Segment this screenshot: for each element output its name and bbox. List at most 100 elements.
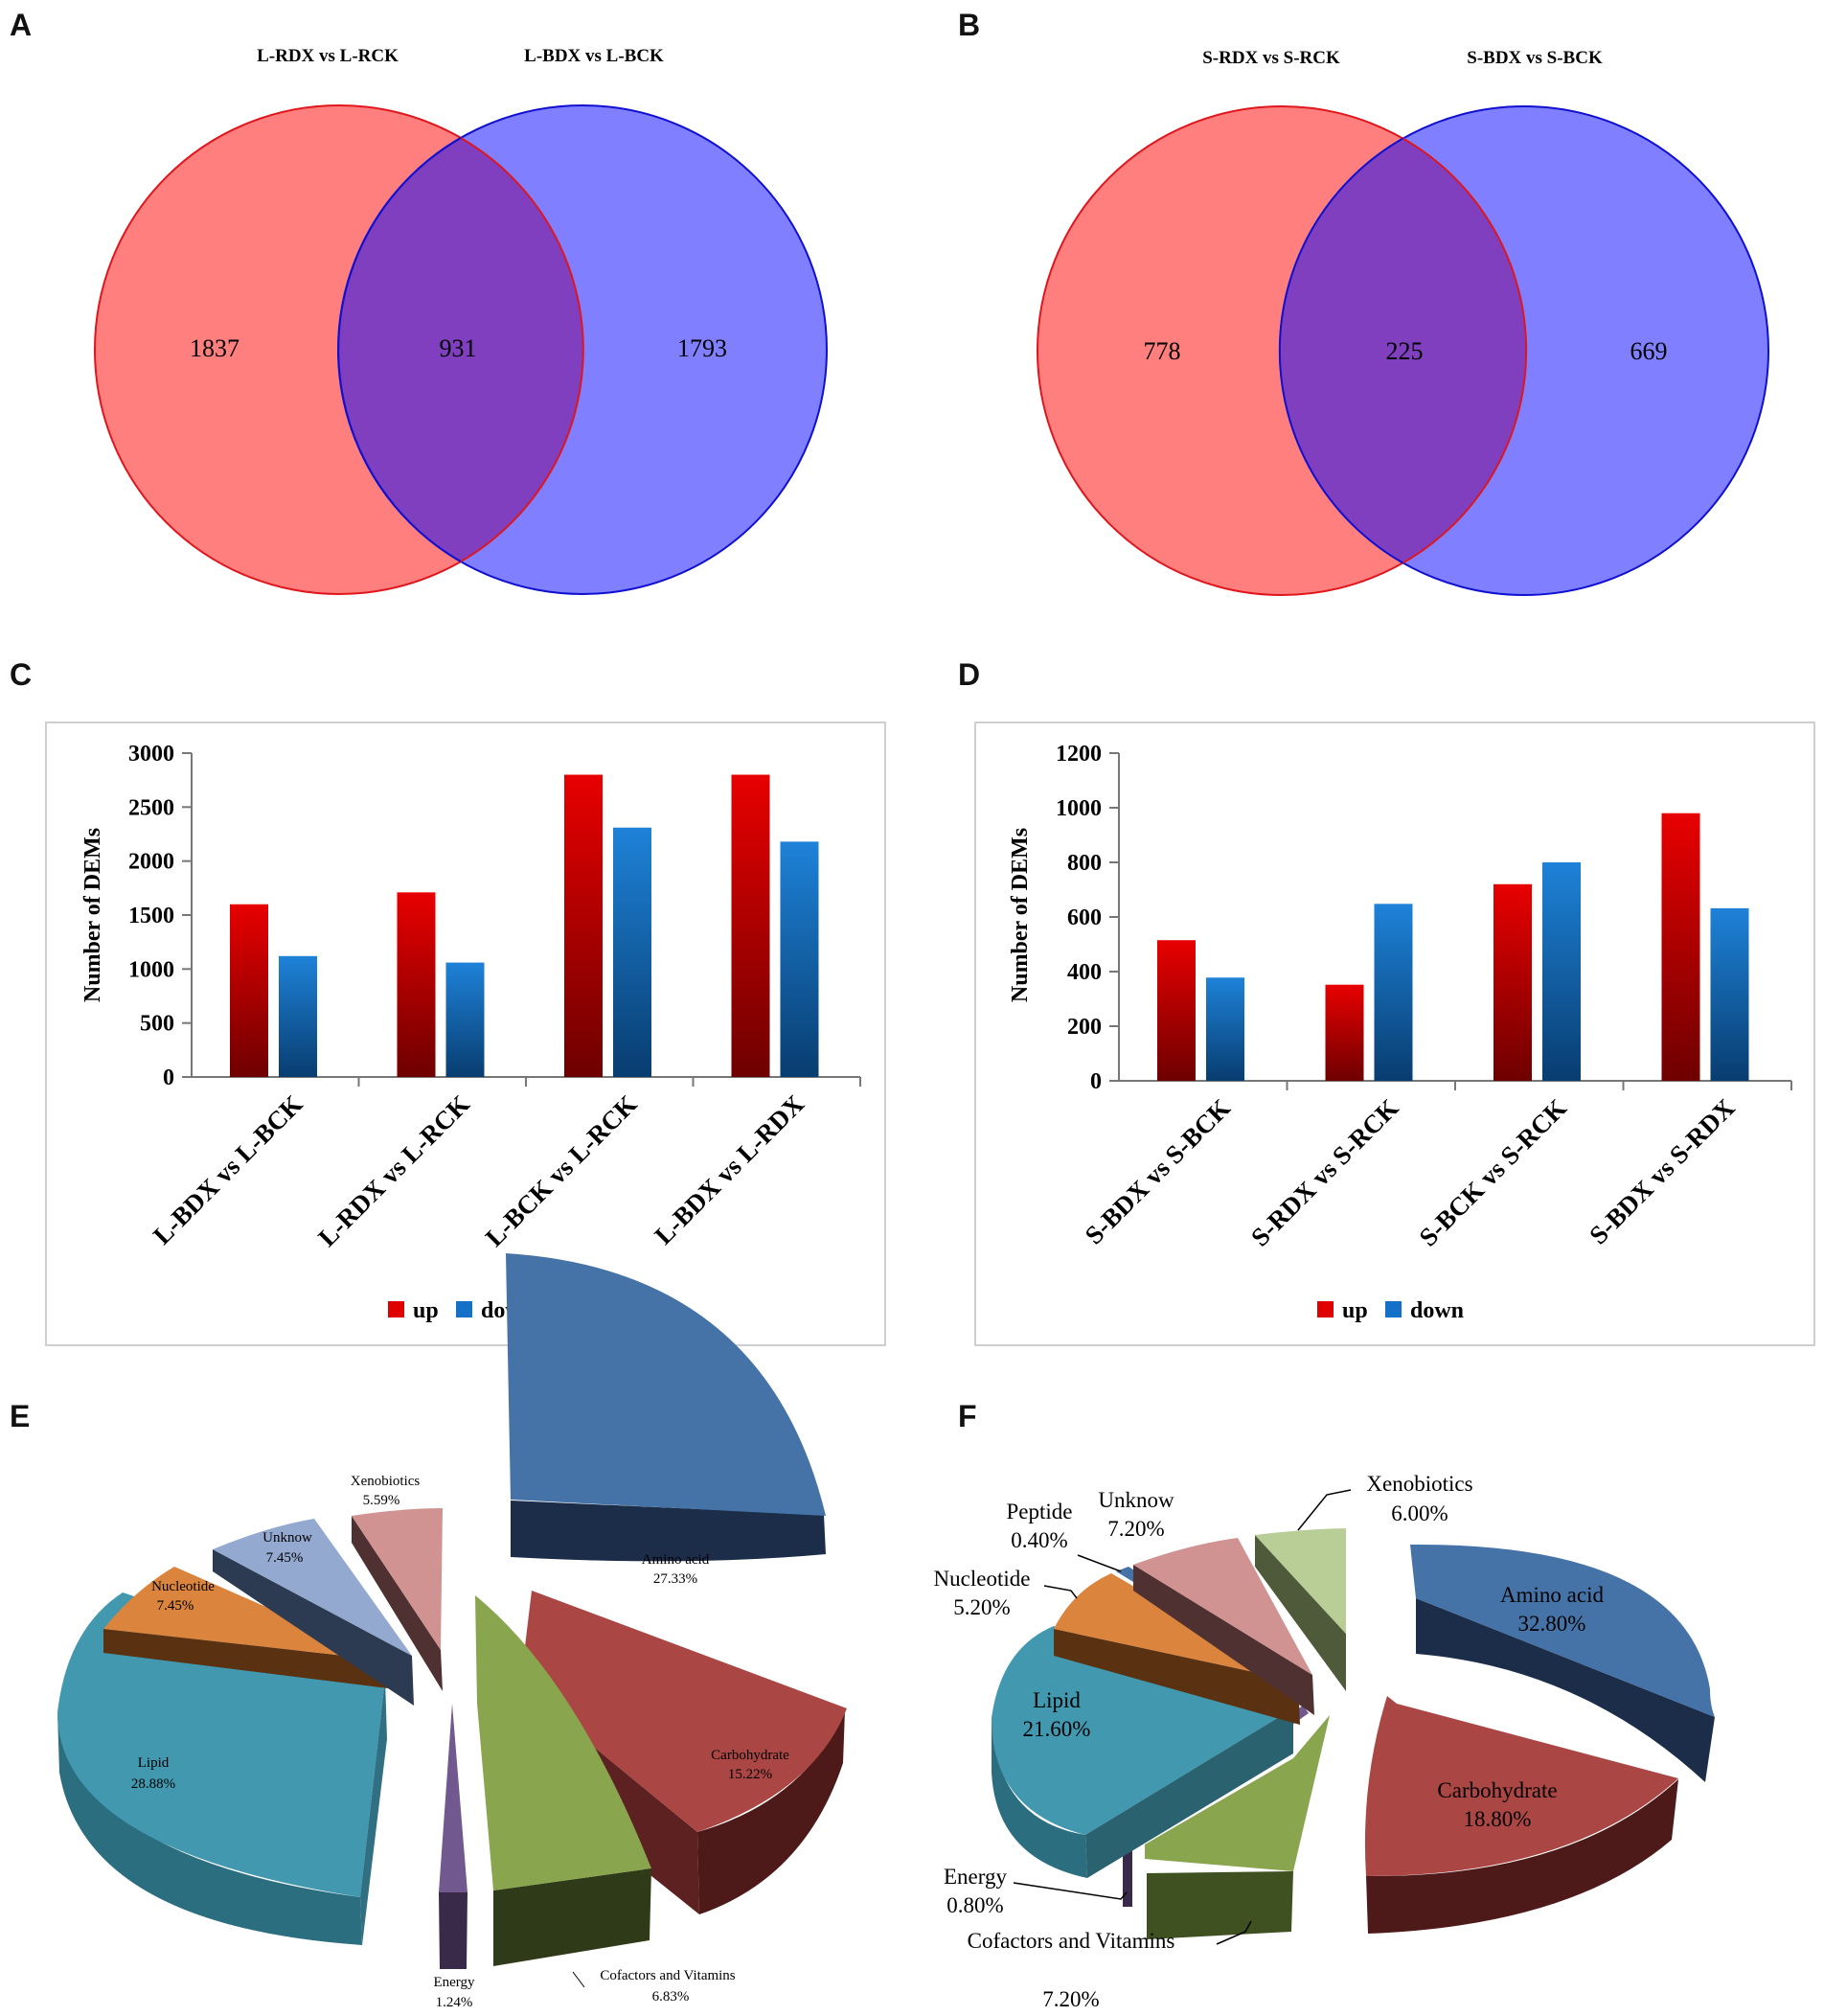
bar-chart-c-ylabel: Number of DEMs <box>80 828 105 1002</box>
bar-chart-c-ytick-label: 2500 <box>128 795 174 820</box>
pie-e-slice-unknow-side <box>213 1549 414 1706</box>
bar-chart-d-ytick-label: 200 <box>1067 1015 1102 1040</box>
pie-f-slice-xenobiotics-side <box>1255 1535 1346 1691</box>
pie-f-slice-nucleotide-side <box>1054 1629 1300 1725</box>
pie-e-value-carbohydrate: 15.22% <box>728 1767 772 1782</box>
pie-e-slice-nucleotide-side <box>103 1629 388 1688</box>
bar-chart-c-bar-up <box>397 892 436 1077</box>
panel-letter-d: D <box>958 657 981 692</box>
bar-chart-c-ytick-label: 3000 <box>128 742 174 767</box>
pie-e-value-cofactors: 6.83% <box>652 1989 690 2005</box>
venn-b-overlap-edge-red <box>1402 137 1528 564</box>
pie-e-value-lipid: 28.88% <box>131 1776 175 1792</box>
panel-letter-c: C <box>10 657 33 692</box>
bar-chart-c-bar-down <box>279 955 317 1077</box>
bar-chart-d-legend-down-swatch <box>1385 1301 1402 1317</box>
bar-chart-d-ytick-label: 600 <box>1067 905 1102 930</box>
bar-chart-c-ytick-label: 1000 <box>128 957 174 982</box>
pie-chart-e: Amino acid 27.33% Carbohydrate 15.22% Co… <box>57 1253 847 2010</box>
pie-f-leader-cofactors <box>1216 1920 1252 1945</box>
pie-e-slice-carbohydrate-side <box>697 1710 845 1914</box>
bar-chart-c-bar-up <box>564 774 603 1077</box>
pie-e-slice-energy <box>439 1704 467 1892</box>
pie-e-label-nucleotide: Nucleotide <box>151 1579 215 1594</box>
bar-chart-d-ytick-label: 1200 <box>1056 742 1102 767</box>
bar-chart-c-bar-up <box>731 774 770 1077</box>
bar-chart-d-legend: up down <box>1317 1298 1464 1323</box>
venn-b-overlap <box>1279 138 1527 563</box>
pie-f-value-energy: 0.80% <box>946 1893 1003 1917</box>
bar-chart-d-ytick-label: 1000 <box>1056 796 1102 821</box>
venn-a-overlap <box>338 138 583 561</box>
panel-letter-b: B <box>958 8 981 42</box>
pie-e-slice-lipid-side-inner <box>360 1679 387 1945</box>
venn-a-set-left-label: L-RDX vs L-RCK <box>257 46 399 66</box>
bar-chart-c-bar-down <box>613 827 651 1077</box>
bar-chart-c-bar-up <box>230 904 268 1077</box>
pie-f-label-unknow: Unknow <box>1098 1488 1174 1512</box>
pie-f-leader-nucleotide <box>1043 1585 1078 1599</box>
bar-chart-d-bar-down <box>1374 904 1413 1081</box>
bar-chart-d-legend-down-label: down <box>1410 1298 1464 1323</box>
venn-a-right-only-value: 1793 <box>677 334 727 362</box>
pie-e-slice-lipid-side <box>57 1712 362 1945</box>
pie-e-value-amino-acid: 27.33% <box>653 1571 697 1587</box>
pie-f-label-lipid: Lipid <box>1033 1688 1081 1712</box>
pie-e-value-nucleotide: 7.45% <box>157 1598 194 1614</box>
pie-f-label-cofactors: Cofactors and Vitamins <box>968 1929 1175 1953</box>
pie-e-slice-cofactors <box>475 1595 651 1890</box>
bar-chart-d-bar-up <box>1661 813 1700 1081</box>
pie-f-slice-carbohydrate <box>1364 1696 1678 1876</box>
venn-b-overlap-edge-blue <box>1278 137 1403 564</box>
bar-chart-d-bar-down <box>1710 907 1749 1081</box>
bar-chart-d: Number of DEMs 020040060080010001200S-BD… <box>974 722 1815 1346</box>
pie-e-slice-amino-acid <box>506 1253 826 1516</box>
pie-f-value-cofactors: 7.20% <box>1042 1987 1099 2011</box>
bar-chart-d-ytick-label: 400 <box>1067 960 1102 985</box>
pie-f-slice-amino-acid-side <box>1416 1598 1715 1782</box>
venn-a-overlap-edge-blue <box>337 137 462 562</box>
venn-a-left-only-value: 1837 <box>190 334 239 362</box>
pie-f-label-carbohydrate: Carbohydrate <box>1437 1778 1557 1802</box>
bar-chart-d-ytick-label: 0 <box>1090 1069 1102 1094</box>
pie-e-value-xenobiotics: 5.59% <box>363 1493 400 1508</box>
venn-b-set-right-label: S-BDX vs S-BCK <box>1467 48 1603 68</box>
panel-letter-f: F <box>958 1399 977 1433</box>
pie-e-slice-cofactors-side <box>493 1868 651 1966</box>
venn-b: S-RDX vs S-RCK S-BDX vs S-BCK 778 225 66… <box>1037 48 1769 596</box>
pie-e-slice-energy-side <box>439 1892 467 1969</box>
venn-b-left-only-value: 778 <box>1144 337 1181 365</box>
pie-f-leader-xenobiotics <box>1297 1489 1352 1531</box>
bar-chart-d-legend-up-label: up <box>1342 1298 1368 1323</box>
pie-f-slice-cofactors-side <box>1147 1871 1293 1939</box>
pie-e-slice-unknow <box>213 1519 412 1656</box>
bar-chart-d-bar-up <box>1493 883 1532 1081</box>
venn-a-overlap-edge-red <box>460 137 584 562</box>
bar-chart-d-legend-up-swatch <box>1317 1301 1334 1317</box>
pie-e-value-unknow: 7.45% <box>266 1550 304 1566</box>
pie-f-slice-xenobiotics <box>1255 1528 1346 1634</box>
venn-b-both-value: 225 <box>1386 337 1424 365</box>
bar-chart-c-ytick-label: 0 <box>163 1065 174 1090</box>
pie-e-label-amino-acid: Amino acid <box>642 1552 710 1568</box>
pie-chart-f: Amino acid 32.80% Carbohydrate 18.80% Co… <box>934 1472 1715 2011</box>
bar-chart-c-ytick-label: 1500 <box>128 904 174 928</box>
bar-chart-d-bar-up <box>1157 940 1196 1081</box>
pie-e-label-cofactors: Cofactors and Vitamins <box>600 1968 735 1983</box>
bar-chart-c-ytick-label: 500 <box>140 1012 174 1037</box>
bar-chart-c-ytick-label: 2000 <box>128 850 174 875</box>
pie-f-label-nucleotide: Nucleotide <box>934 1567 1031 1591</box>
pie-f-value-carbohydrate: 18.80% <box>1464 1807 1532 1831</box>
pie-f-slice-amino-acid <box>1410 1544 1715 1717</box>
pie-e-label-lipid: Lipid <box>138 1755 170 1771</box>
bar-chart-c-bar-down <box>780 841 819 1077</box>
venn-a-set-right-label: L-BDX vs L-BCK <box>524 46 664 66</box>
venn-a: L-RDX vs L-RCK L-BDX vs L-BCK 1837 931 1… <box>94 46 828 595</box>
pie-e-label-energy: Energy <box>433 1975 475 1990</box>
pie-e-slice-xenobiotics <box>352 1508 443 1650</box>
pie-f-label-peptide: Peptide <box>1007 1500 1073 1523</box>
pie-f-label-energy: Energy <box>944 1865 1008 1889</box>
pie-f-value-amino-acid: 32.80% <box>1518 1612 1586 1636</box>
pie-f-slice-cofactors <box>1145 1715 1330 1871</box>
